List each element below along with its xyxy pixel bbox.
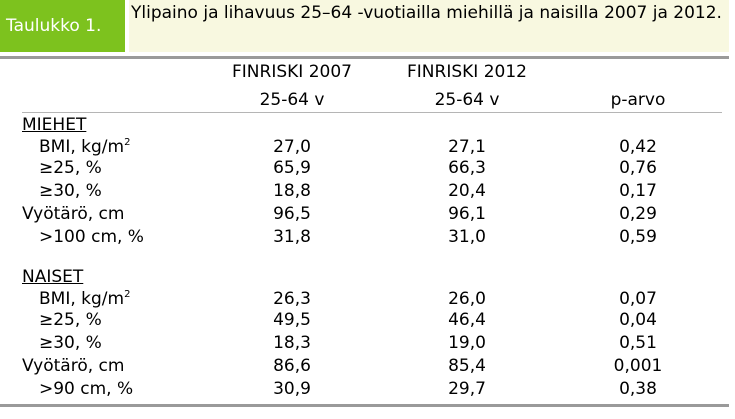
column-header-2007: FINRISKI 2007 25-64 v (222, 58, 362, 114)
p-value: 0,42 (619, 137, 657, 157)
row-label: Vyötärö, cm (22, 204, 125, 224)
value-2007: 86,6 (273, 356, 311, 376)
table-number-badge: Taulukko 1. (0, 0, 125, 52)
value-2007: 49,5 (273, 310, 311, 330)
p-value: 0,76 (619, 158, 657, 178)
p-value: 0,29 (619, 204, 657, 224)
column-header-2012-name: FINRISKI 2012 (407, 62, 527, 82)
column-header-2007-age: 25-64 v (259, 90, 325, 110)
superscript: 2 (124, 289, 131, 300)
value-2007: 18,3 (273, 333, 311, 353)
value-2007: 18,8 (273, 181, 311, 201)
row-label: ≥30, % (39, 181, 102, 201)
p-value: 0,07 (619, 289, 657, 309)
value-2007: 30,9 (273, 379, 311, 399)
header-rule (22, 112, 722, 113)
value-2012: 66,3 (448, 158, 486, 178)
p-value: 0,001 (613, 356, 663, 376)
table-title: Ylipaino ja lihavuus 25–64 -vuotiailla m… (129, 0, 729, 52)
p-value: 0,38 (619, 379, 657, 399)
p-value: 0,04 (619, 310, 657, 330)
value-2012: 85,4 (448, 356, 486, 376)
row-label: ≥30, % (39, 333, 102, 353)
value-2012: 31,0 (448, 227, 486, 247)
value-2007: 26,3 (273, 289, 311, 309)
section-heading: NAISET (22, 267, 84, 287)
p-value: 0,17 (619, 181, 657, 201)
value-2007: 27,0 (273, 137, 311, 157)
value-2007: 65,9 (273, 158, 311, 178)
value-2012: 27,1 (448, 137, 486, 157)
superscript: 2 (124, 137, 131, 148)
p-value: 0,59 (619, 227, 657, 247)
column-header-2012: FINRISKI 2012 25-64 v (397, 58, 537, 114)
section-heading: MIEHET (22, 115, 87, 135)
row-label: >100 cm, % (39, 227, 144, 247)
row-label: BMI, kg/m2 (39, 289, 131, 309)
p-value: 0,51 (619, 333, 657, 353)
top-rule (0, 56, 729, 59)
row-label: ≥25, % (39, 158, 102, 178)
row-label: ≥25, % (39, 310, 102, 330)
row-label: >90 cm, % (39, 379, 134, 399)
value-2012: 19,0 (448, 333, 486, 353)
column-header-2012-age: 25-64 v (434, 90, 500, 110)
value-2007: 96,5 (273, 204, 311, 224)
value-2012: 26,0 (448, 289, 486, 309)
row-label: Vyötärö, cm (22, 356, 125, 376)
value-2007: 31,8 (273, 227, 311, 247)
column-header-p-value: p-arvo (610, 90, 666, 110)
value-2012: 20,4 (448, 181, 486, 201)
column-header-2007-name: FINRISKI 2007 (232, 62, 352, 82)
value-2012: 46,4 (448, 310, 486, 330)
row-label: BMI, kg/m2 (39, 137, 131, 157)
value-2012: 29,7 (448, 379, 486, 399)
bottom-rule (0, 404, 729, 407)
value-2012: 96,1 (448, 204, 486, 224)
